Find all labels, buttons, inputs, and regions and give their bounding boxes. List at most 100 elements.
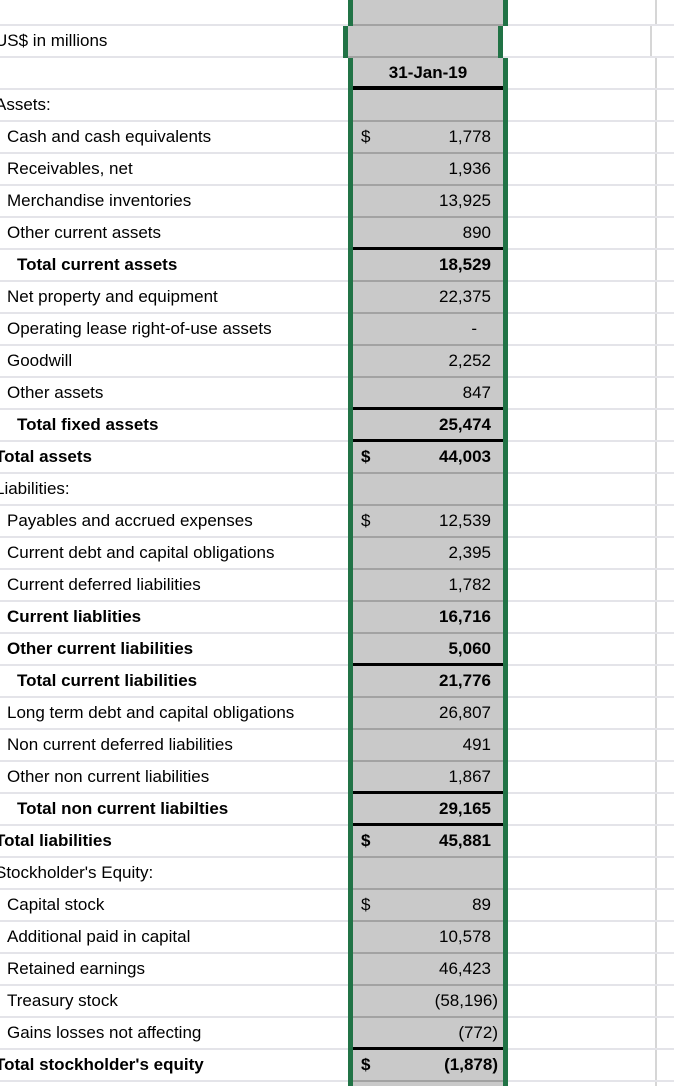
value-cell[interactable]: 1,867 [353, 762, 503, 794]
empty-cell[interactable] [508, 410, 655, 442]
date-header-cell[interactable]: 31-Jan-19 [353, 58, 503, 90]
empty-cell[interactable] [657, 954, 674, 986]
value-cell[interactable]: 22,375 [353, 282, 503, 314]
value-cell[interactable]: 2,395 [353, 538, 503, 570]
label-cell[interactable]: Long term debt and capital obligations [0, 698, 348, 730]
empty-cell[interactable] [508, 986, 655, 1018]
label-cell[interactable]: Payables and accrued expenses [0, 506, 348, 538]
value-cell[interactable] [348, 26, 498, 58]
value-cell[interactable] [353, 858, 503, 890]
empty-cell[interactable] [657, 346, 674, 378]
value-cell[interactable]: 10,578 [353, 922, 503, 954]
empty-cell[interactable] [508, 794, 655, 826]
label-cell[interactable]: Other current assets [0, 218, 348, 250]
empty-cell[interactable] [657, 570, 674, 602]
empty-cell[interactable] [508, 154, 655, 186]
empty-cell[interactable] [508, 730, 655, 762]
empty-cell[interactable] [508, 762, 655, 794]
empty-cell[interactable] [657, 794, 674, 826]
value-cell[interactable]: 29,165 [353, 794, 503, 826]
value-cell[interactable]: (58,196) [353, 986, 503, 1018]
label-cell[interactable]: Non current deferred liabilities [0, 730, 348, 762]
label-cell[interactable]: Total stockholder's equity [0, 1050, 348, 1082]
empty-cell[interactable] [508, 1018, 655, 1050]
label-cell[interactable]: Receivables, net [0, 154, 348, 186]
empty-cell[interactable] [657, 442, 674, 474]
empty-cell[interactable] [508, 90, 655, 122]
empty-cell[interactable] [652, 26, 674, 58]
empty-cell[interactable] [657, 218, 674, 250]
value-cell[interactable] [353, 474, 503, 506]
value-cell[interactable] [353, 0, 503, 26]
empty-cell[interactable] [657, 90, 674, 122]
empty-cell[interactable] [508, 602, 655, 634]
value-cell[interactable]: 847 [353, 378, 503, 410]
empty-cell[interactable] [657, 1018, 674, 1050]
value-cell[interactable]: $ (1,878) [353, 1050, 503, 1082]
empty-cell[interactable] [657, 538, 674, 570]
value-cell[interactable]: 21,776 [353, 666, 503, 698]
empty-cell[interactable] [657, 602, 674, 634]
empty-cell[interactable] [657, 474, 674, 506]
empty-cell[interactable] [657, 0, 674, 26]
label-cell[interactable]: Retained earnings [0, 954, 348, 986]
empty-cell[interactable] [508, 314, 655, 346]
empty-cell[interactable] [508, 378, 655, 410]
empty-cell[interactable] [508, 538, 655, 570]
value-cell[interactable]: 46,423 [353, 954, 503, 986]
label-cell[interactable]: Total fixed assets [0, 410, 348, 442]
label-cell[interactable]: Current liablities [0, 602, 348, 634]
label-cell[interactable]: Total liabilities [0, 826, 348, 858]
value-cell[interactable]: 1,936 [353, 154, 503, 186]
empty-cell[interactable] [508, 1050, 655, 1082]
value-cell[interactable]: 5,060 [353, 634, 503, 666]
empty-cell[interactable] [657, 858, 674, 890]
value-cell[interactable] [353, 1082, 503, 1086]
empty-cell[interactable] [508, 442, 655, 474]
empty-cell[interactable] [508, 0, 655, 26]
label-cell[interactable] [0, 1082, 348, 1086]
empty-cell[interactable] [657, 922, 674, 954]
empty-cell[interactable] [657, 986, 674, 1018]
empty-cell[interactable] [508, 122, 655, 154]
empty-cell[interactable] [657, 154, 674, 186]
label-cell[interactable]: Gains losses not affecting [0, 1018, 348, 1050]
label-cell[interactable]: Goodwill [0, 346, 348, 378]
empty-cell[interactable] [657, 1050, 674, 1082]
value-cell[interactable]: 26,807 [353, 698, 503, 730]
empty-cell[interactable] [508, 890, 655, 922]
empty-cell[interactable] [508, 922, 655, 954]
label-cell[interactable]: Operating lease right-of-use assets [0, 314, 348, 346]
label-cell[interactable]: Assets: [0, 90, 348, 122]
empty-cell[interactable] [657, 730, 674, 762]
value-cell[interactable]: 25,474 [353, 410, 503, 442]
empty-cell[interactable] [657, 762, 674, 794]
empty-cell[interactable] [657, 378, 674, 410]
value-cell[interactable]: $ 1,778 [353, 122, 503, 154]
empty-cell[interactable] [657, 890, 674, 922]
label-cell[interactable]: Current debt and capital obligations [0, 538, 348, 570]
empty-cell[interactable] [508, 954, 655, 986]
label-cell[interactable]: Other non current liabilities [0, 762, 348, 794]
empty-cell[interactable] [508, 570, 655, 602]
empty-cell[interactable] [657, 666, 674, 698]
empty-cell[interactable] [657, 282, 674, 314]
label-cell[interactable]: Capital stock [0, 890, 348, 922]
empty-cell[interactable] [657, 1082, 674, 1086]
label-cell[interactable]: Cash and cash equivalents [0, 122, 348, 154]
label-cell[interactable]: Liabilities: [0, 474, 348, 506]
value-cell[interactable]: - [353, 314, 503, 346]
empty-cell[interactable] [508, 58, 655, 90]
empty-cell[interactable] [508, 826, 655, 858]
value-cell[interactable] [353, 90, 503, 122]
empty-cell[interactable] [657, 506, 674, 538]
label-cell[interactable]: Additional paid in capital [0, 922, 348, 954]
value-cell[interactable]: $ 89 [353, 890, 503, 922]
value-cell[interactable]: $ 45,881 [353, 826, 503, 858]
label-cell[interactable]: Treasury stock [0, 986, 348, 1018]
label-cell[interactable]: Other assets [0, 378, 348, 410]
empty-cell[interactable] [508, 250, 655, 282]
label-cell[interactable] [0, 58, 348, 90]
subtitle-cell[interactable]: US$ in millions [0, 26, 343, 58]
value-cell[interactable]: 16,716 [353, 602, 503, 634]
